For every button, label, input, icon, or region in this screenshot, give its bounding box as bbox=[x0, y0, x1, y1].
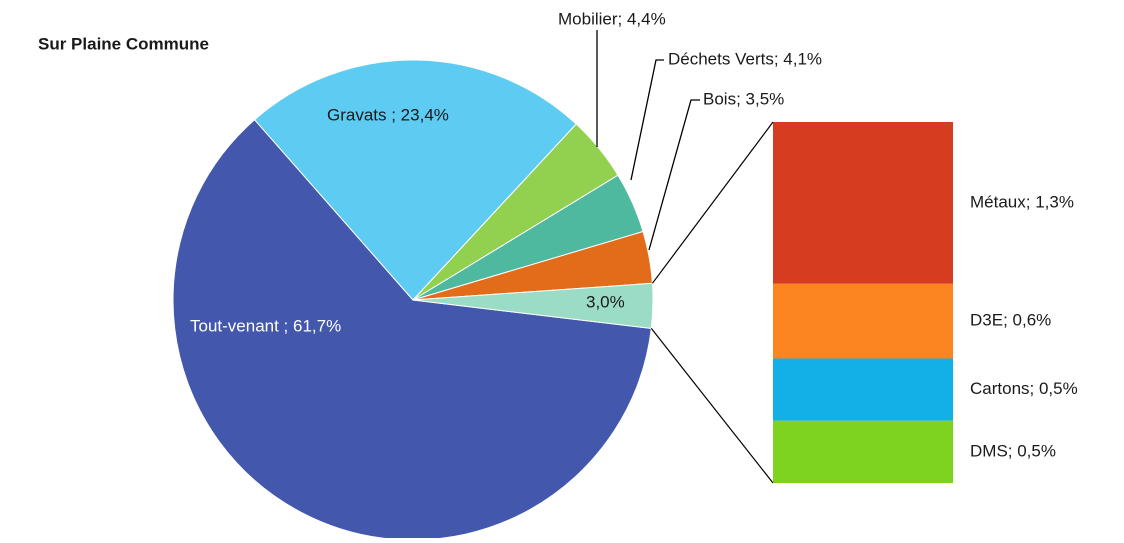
chart-title: Sur Plaine Commune bbox=[38, 34, 209, 53]
connector-line bbox=[650, 328, 774, 484]
bar-segment bbox=[773, 122, 953, 284]
slice-label: Tout-venant ; 61,7% bbox=[190, 316, 341, 335]
leader-line bbox=[630, 59, 664, 181]
bar-segment bbox=[773, 420, 953, 483]
bar-label: Cartons; 0,5% bbox=[970, 379, 1078, 398]
pie-slice bbox=[172, 118, 652, 541]
bar-label: DMS; 0,5% bbox=[970, 441, 1056, 460]
slice-label: Gravats ; 23,4% bbox=[327, 105, 449, 124]
pie-slice bbox=[253, 59, 577, 301]
pie-slice bbox=[412, 282, 654, 329]
bar-segment bbox=[773, 283, 953, 359]
slice-label: Mobilier; 4,4% bbox=[558, 9, 666, 28]
slice-label: Bois; 3,5% bbox=[703, 89, 784, 108]
bar-label: D3E; 0,6% bbox=[970, 311, 1051, 330]
slice-label: 3,0% bbox=[586, 292, 625, 311]
bar-segment bbox=[773, 358, 953, 421]
connector-line bbox=[651, 121, 774, 284]
slice-label: Déchets Verts; 4,1% bbox=[668, 49, 822, 68]
bar-label: Métaux; 1,3% bbox=[970, 192, 1074, 211]
leader-line bbox=[648, 99, 700, 251]
